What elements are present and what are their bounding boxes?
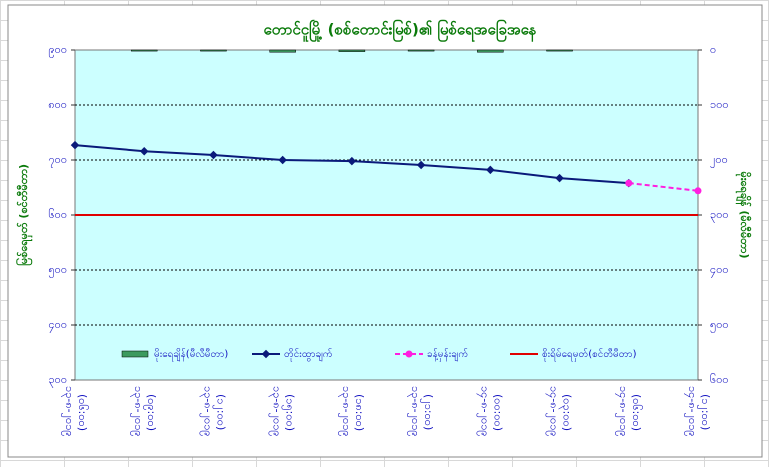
x-time: (၁၅:၀၀) — [282, 394, 297, 431]
bar — [338, 49, 366, 52]
x-time: (၀၆:၀၀) — [630, 394, 643, 431]
x-tick-label: ၁၄-၈-၂၀၁၉ (၀၃:၀၀) — [546, 386, 574, 437]
legend-label: တိုင်းထွာချက် — [284, 347, 333, 362]
bar — [200, 49, 227, 52]
x-date: ၁၃-၈-၂၀၁၉ — [61, 386, 76, 437]
y-tick-label: ၈၀၀ — [48, 98, 67, 111]
y-tick-label: ၉၀၀ — [48, 43, 67, 58]
x-time: (၁၈:၀၀) — [353, 394, 366, 431]
x-time: (၁၂:၀၀) — [697, 394, 712, 430]
y-tick-label: ၅၀၀ — [48, 263, 67, 278]
x-date: ၁၃-၈-၂၀၁၉ — [338, 386, 353, 437]
x-tick-label: ၁၃-၈-၂၀၁၉ (၁၈:၀၀) — [338, 386, 366, 437]
legend-label: စိုးရိမ်ရေမှတ်(စင်တီမီတာ) — [542, 347, 637, 362]
point — [416, 160, 426, 170]
y2-tick-label: ၄၀၀ — [710, 263, 729, 278]
x-tick-label: ၁၄-၈-၂၀၁၉ (၀၀:၀၀) — [476, 386, 504, 437]
x-date: ၁၄-၈-၂၀၁၉ — [476, 386, 491, 437]
x-time: (၀၀:၀၀) — [491, 394, 504, 431]
x-date: ၁၄-၈-၂၀၁၉ — [615, 386, 630, 437]
legend-marker — [261, 349, 271, 359]
legend-swatch — [121, 350, 149, 358]
legend-marker — [405, 350, 413, 358]
line — [628, 182, 699, 192]
y-tick-label: ၆၀၀ — [48, 208, 67, 221]
legend-label: ခန့်မှန်းချက် — [427, 347, 468, 362]
point — [70, 140, 80, 150]
x-tick-label: ၁၄-၈-၂၀၁၉ (၁၂:၀၀) — [684, 386, 712, 437]
bar — [477, 49, 504, 53]
x-tick-label: ၁၃-၈-၂၀၁၉ (၂၁:၀၀) — [407, 386, 435, 437]
point — [347, 156, 357, 166]
x-time: (၂၁:၀၀) — [420, 394, 435, 430]
x-tick-label: ၁၄-၈-၂၀၁၉ (၀၆:၀၀) — [615, 386, 643, 437]
point — [694, 187, 702, 195]
x-time: (၀၉:၀၀) — [143, 394, 158, 431]
x-date: ၁၃-၈-၂၀၁၉ — [199, 386, 214, 437]
bar — [407, 49, 435, 52]
y2-tick-label: ၃၀၀ — [710, 208, 729, 223]
y-tick-label: ၇၀၀ — [48, 153, 67, 168]
bar — [269, 49, 296, 53]
x-date: ၁၃-၈-၂၀၁၉ — [130, 386, 145, 437]
bar — [130, 49, 158, 52]
point — [625, 179, 633, 187]
point — [209, 150, 218, 160]
bar — [546, 49, 573, 52]
y2-tick-label: ၀ — [710, 43, 716, 56]
y2-tick-label: ၁၀၀ — [710, 98, 729, 111]
point — [139, 146, 149, 156]
y2-tick-label: ၅၀၀ — [710, 318, 729, 333]
y2-tick-label: ၆၀၀ — [710, 373, 729, 386]
x-date: ၁၄-၈-၂၀၁၉ — [684, 386, 699, 437]
x-date: ၁၄-၈-၂၀၁၉ — [546, 386, 561, 437]
y-tick-label: ၄၀၀ — [48, 318, 67, 333]
x-time: (၀၃:၀၀) — [559, 394, 574, 431]
x-tick-label: ၁၃-၈-၂၀၁၉ (၀၉:၀၀) — [130, 386, 158, 437]
x-time: (၀၆:၀၀) — [76, 394, 89, 431]
y2-tick-label: ၂၀၀ — [710, 153, 728, 168]
x-tick-label: ၁၃-၈-၂၀၁၉ (၁၂:၀၀) — [199, 386, 227, 437]
point — [486, 165, 495, 175]
x-time: (၁၂:၀၀) — [212, 394, 227, 430]
point — [278, 155, 287, 165]
y2-axis-label: မိုးရေချိန် (မီလီမီတာ) — [735, 172, 752, 259]
x-date: ၁၃-၈-၂၀၁၉ — [269, 386, 284, 437]
legend-label: မိုးရေချိန်(မီလီမီတာ) — [154, 347, 228, 362]
x-tick-label: ၁၃-၈-၂၀၁၉ (၀၆:၀၀) — [61, 386, 89, 437]
y-axis-label: မြစ်ရေမှတ် (စင်တီမီတာ) — [15, 164, 33, 266]
x-tick-label: ၁၃-၈-၂၀၁၉ (၁၅:၀၀) — [269, 386, 297, 437]
y-tick-label: ၃၀၀ — [48, 373, 67, 388]
x-date: ၁၃-၈-၂၀၁၉ — [407, 386, 422, 437]
